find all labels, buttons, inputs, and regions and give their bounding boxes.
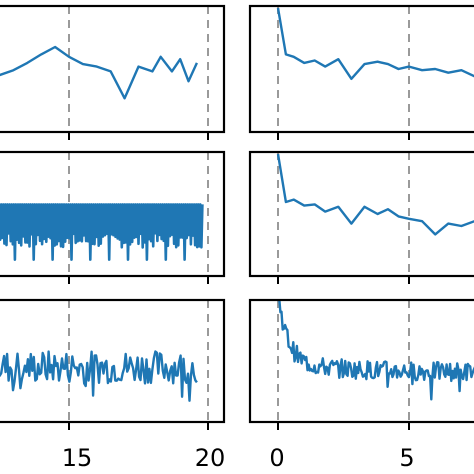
data-series-line bbox=[0, 45, 198, 100]
axes-frame bbox=[248, 298, 474, 424]
x-tick-label-20: 20 bbox=[195, 444, 226, 472]
panel-row1-left bbox=[0, 4, 226, 140]
panel-row1-right bbox=[248, 4, 474, 140]
axes-frame bbox=[248, 4, 474, 134]
data-series-line bbox=[278, 300, 474, 401]
axes-frame bbox=[0, 298, 226, 424]
axes-frame bbox=[0, 150, 226, 278]
panel-row3-left bbox=[0, 298, 226, 430]
data-series-line bbox=[0, 350, 198, 402]
data-series-line bbox=[0, 203, 204, 261]
axes-frame bbox=[0, 4, 226, 134]
panel-row2-left bbox=[0, 150, 226, 284]
x-tick-label-0: 0 bbox=[269, 444, 284, 472]
panel-row2-right bbox=[248, 150, 474, 284]
data-series-line bbox=[276, 153, 474, 236]
axes-frame bbox=[248, 150, 474, 278]
x-tick-label-15: 15 bbox=[62, 444, 93, 472]
panel-row3-right bbox=[248, 298, 474, 430]
x-tick-label-5: 5 bbox=[399, 444, 414, 472]
data-series-line bbox=[276, 7, 474, 80]
